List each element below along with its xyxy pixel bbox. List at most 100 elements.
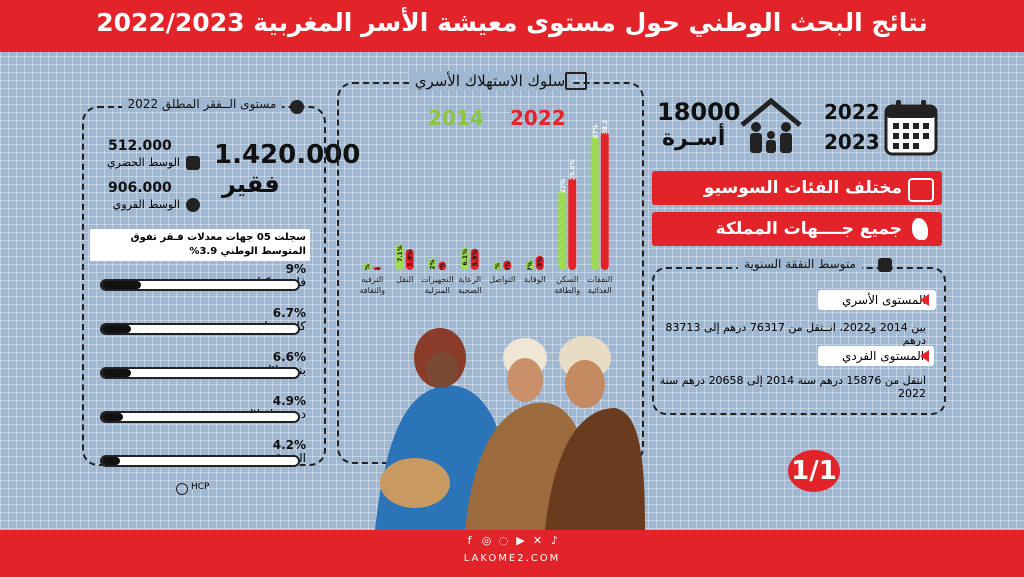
- region-bar-fill: [102, 413, 124, 421]
- chart-data-label: 25.6%: [570, 159, 577, 180]
- site-brand[interactable]: LAKOME2.COM: [463, 553, 561, 564]
- family-house-icon: [740, 97, 802, 153]
- survey-year-a: 2022: [824, 100, 880, 124]
- households-label: أسـرة: [662, 126, 726, 151]
- chart-data-label: 0.9%: [375, 268, 382, 270]
- chart-bar-2022: [535, 255, 544, 270]
- chart-bar-2014: [525, 260, 534, 270]
- chart-data-label: 5.8%: [407, 250, 414, 267]
- calendar-icon: [884, 100, 938, 156]
- chart-bar-2014: [460, 247, 469, 270]
- footer-bar: [0, 530, 1024, 577]
- chart-data-label: 3.9%: [537, 257, 544, 270]
- chart-bar-2022: [438, 261, 447, 270]
- chart-bar-2022: [568, 177, 577, 270]
- chart-data-label: 2.2%: [495, 263, 502, 270]
- chart-category-label: السكن والطاقة: [554, 275, 581, 295]
- youtube-icon[interactable]: ▶: [516, 534, 525, 547]
- chart-bar-2014: [428, 258, 437, 270]
- header-bar: [0, 0, 1024, 52]
- poverty-note: سجلت 05 جهات معدلات فـقر تفوق المتوسط ال…: [90, 229, 310, 261]
- region-bar: [100, 323, 300, 335]
- region-bar: [100, 455, 300, 467]
- chart-category-label: التجهيزات المنزلية: [420, 275, 454, 295]
- chart-data-label: 3.2%: [430, 259, 437, 270]
- consumption-title: سلوك الاستهلاك الأسري: [408, 72, 572, 90]
- region-list: 9% فاس-مكناس 6.7% كلميم-واد نون 6.6% بني…: [100, 262, 310, 482]
- chart-data-label: 2.6%: [505, 262, 512, 270]
- household-level-label: المستوى الأسري: [818, 290, 936, 310]
- all-regions-pill: جميع جــــهات المملكة: [652, 212, 942, 246]
- city-icon: [186, 156, 200, 170]
- chart-data-label: 5.9%: [472, 250, 479, 267]
- facebook-icon[interactable]: f: [467, 534, 472, 547]
- page-title: نتائج البحث الوطني حول مستوى معيشة الأسر…: [96, 8, 928, 37]
- region-pct: 4.9%: [272, 394, 306, 408]
- survey-year-b: 2023: [824, 130, 880, 154]
- region-pct: 6.7%: [272, 306, 306, 320]
- family-icon-small: [290, 100, 304, 114]
- consumption-chart: 37%38.2% 22%25.6% 2.7%3.9% 2.2%2.6% 6.1%5.9%…: [363, 120, 609, 270]
- region-bar-fill: [102, 457, 121, 465]
- region-bar: [100, 279, 300, 291]
- chart-data-label: 1.9%: [365, 264, 372, 270]
- individual-level-label: المستوى الفردي: [818, 346, 935, 366]
- tiktok-icon[interactable]: ♪: [550, 534, 559, 547]
- chart-category-label: النفقات الغذائية: [587, 275, 613, 295]
- chart-category-label: التواصل: [489, 275, 516, 284]
- chart-category-label: الوقاية: [523, 275, 546, 284]
- chart-bar-2014: [395, 244, 404, 270]
- chart-bar-2014: [363, 263, 372, 270]
- money-icon: [878, 258, 892, 272]
- household-arrow-icon: [920, 294, 929, 306]
- region-pct: 6.6%: [272, 350, 306, 364]
- chart-data-label: 7.1%: [397, 245, 404, 262]
- region-bar: [100, 367, 300, 379]
- x-icon[interactable]: ✕: [532, 534, 543, 547]
- cart-icon: [565, 72, 587, 90]
- rural-label: الوسط القروي: [112, 198, 180, 211]
- region-pct: 4.2%: [272, 438, 306, 452]
- chart-bar-2022: [405, 248, 414, 270]
- instagram-icon[interactable]: ◎: [481, 534, 492, 547]
- individual-level-text: انتقل من 15876 درهم سنة 2014 إلى 20658 د…: [659, 374, 926, 400]
- region-pct: 9%: [285, 262, 306, 276]
- region-row: 4.2% الشرق: [100, 438, 310, 482]
- region-bar-fill: [102, 281, 142, 289]
- chart-data-label: 22%: [560, 179, 567, 193]
- rural-value: 906.000: [108, 180, 172, 196]
- chart-bar-2014: [558, 190, 567, 270]
- poverty-title: مستوى الــفقر المطلق 2022: [121, 97, 283, 111]
- chart-data-label: 6.1%: [462, 249, 469, 266]
- chart-data-label: 38.2%: [602, 120, 609, 135]
- whatsapp-icon[interactable]: ◌: [498, 534, 509, 547]
- poverty-total: 1.420.000: [214, 140, 361, 170]
- urban-label: الوسط الحضري: [107, 156, 180, 169]
- socio-economic-pill: مختلف الفئات السوسيو اقتصادية: [652, 171, 942, 232]
- village-icon: [186, 198, 200, 212]
- region-row: 4.9% درعة-تافيلالت: [100, 394, 310, 438]
- chart-category-label: الترفيه والثقافة: [359, 275, 386, 295]
- social-icons: f ◎ ◌ ▶ ✕ ♪: [462, 534, 562, 548]
- poverty-total-label: فقير: [222, 170, 280, 198]
- chart-data-label: 37%: [592, 125, 599, 139]
- region-row: 6.6% بني ملال-خنيفرة: [100, 350, 310, 394]
- region-bar: [100, 411, 300, 423]
- legend-2022: 2022: [510, 106, 566, 130]
- chart-bar-2014: [590, 135, 599, 270]
- households-count: 18000: [657, 98, 741, 126]
- urban-value: 512.000: [108, 138, 172, 154]
- people-money-icon: [908, 178, 934, 202]
- region-row: 6.7% كلميم-واد نون: [100, 306, 310, 350]
- morocco-map-icon: [912, 218, 928, 240]
- category-labels: النفقات الغذائية السكن والطاقة الوقاية التو…: [356, 274, 616, 324]
- source-label: HCP: [191, 482, 210, 492]
- chart-category-label: الرعاية الصحية: [458, 275, 482, 295]
- chart-bar-2022: [503, 260, 512, 270]
- region-bar-fill: [102, 369, 131, 377]
- individual-arrow-icon: [920, 350, 929, 362]
- chart-bar-2014: [493, 262, 502, 270]
- spending-title: متوسط النفقة السنوية: [738, 257, 862, 271]
- elderly-people-illustration: [375, 328, 645, 530]
- chart-bar-2022: [470, 248, 479, 270]
